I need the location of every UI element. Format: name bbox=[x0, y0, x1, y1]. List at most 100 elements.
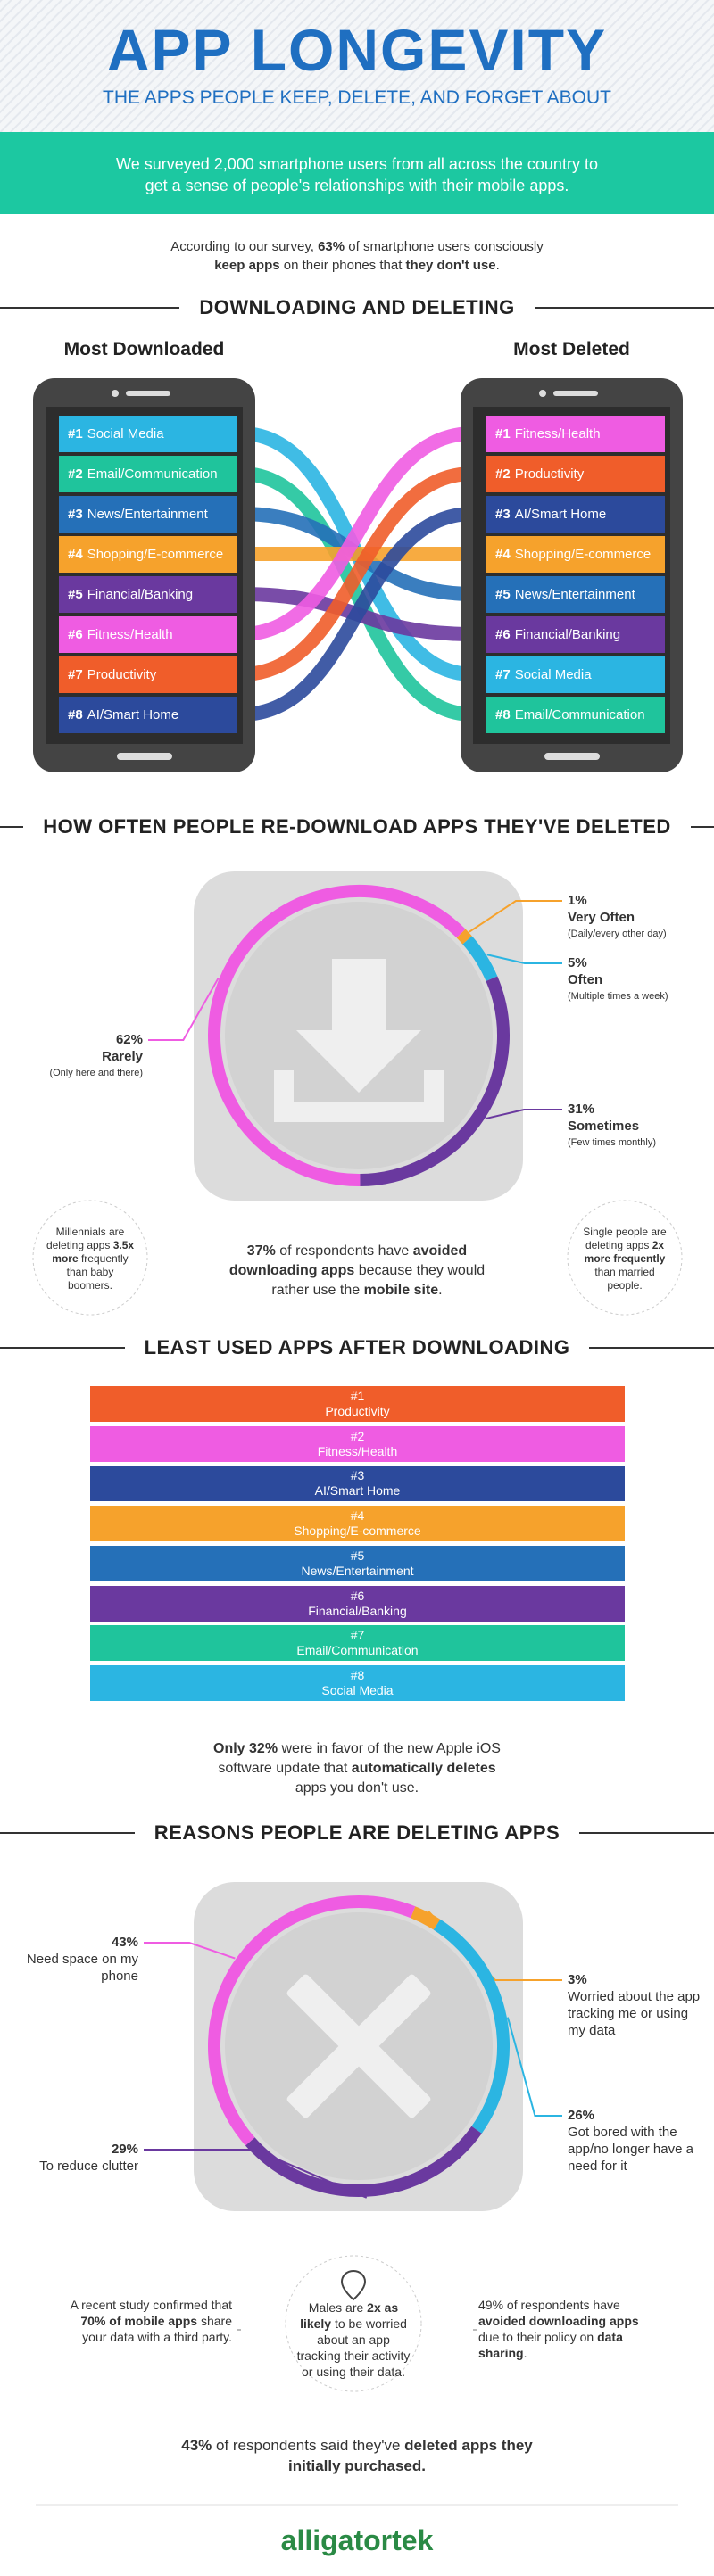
least-used-row: #6 Financial/Banking bbox=[90, 1585, 625, 1622]
item-name: News/Entertainment bbox=[514, 587, 635, 602]
donut-label: 62% Rarely (Only here and there) bbox=[18, 1031, 143, 1082]
row-rank: #3 bbox=[350, 1468, 365, 1483]
text-run: 49% of respondents have bbox=[478, 2298, 620, 2312]
item-name: Social Media bbox=[514, 667, 592, 682]
ribbon bbox=[240, 466, 474, 681]
item-name: Shopping/E-commerce bbox=[514, 547, 652, 562]
item-rank: #1 bbox=[68, 426, 83, 442]
text-run: to be worried about an app tracking thei… bbox=[296, 2316, 411, 2379]
side-note: Single people are deleting apps 2x more … bbox=[578, 1226, 671, 1292]
donut-label: 5% Often (Multiple times a week) bbox=[568, 954, 702, 1005]
note-circle bbox=[32, 1200, 148, 1316]
text-run: A recent study confirmed that bbox=[70, 2298, 232, 2312]
segment-note: (Multiple times a week) bbox=[568, 991, 668, 1002]
ribbon bbox=[240, 426, 474, 641]
item-rank: #7 bbox=[68, 667, 83, 682]
item-rank: #6 bbox=[68, 627, 83, 642]
item-name: Productivity bbox=[87, 667, 157, 682]
ribbon bbox=[240, 507, 474, 722]
ribbon bbox=[240, 466, 474, 722]
title: APP LONGEVITY bbox=[106, 17, 608, 83]
text-run: on their phones that bbox=[279, 258, 406, 273]
list-item: #4 Shopping/E-commerce bbox=[486, 536, 665, 573]
phone-speaker bbox=[126, 391, 170, 396]
item-name: AI/Smart Home bbox=[87, 707, 179, 722]
percent: 29% bbox=[111, 2142, 138, 2157]
segment-label: Very Often bbox=[568, 910, 635, 925]
item-rank: #2 bbox=[495, 466, 511, 482]
bold-run: deleted apps they initially purchased. bbox=[288, 2437, 533, 2474]
text-run: of respondents have bbox=[275, 1243, 413, 1259]
least-used-row: #3 AI/Smart Home bbox=[90, 1466, 625, 1502]
list-item: #4 Shopping/E-commerce bbox=[59, 536, 237, 573]
bold-run: 2x more frequently bbox=[584, 1239, 666, 1265]
item-rank: #2 bbox=[68, 466, 83, 482]
phone-button bbox=[117, 753, 172, 760]
list-item: #5 Financial/Banking bbox=[59, 576, 237, 613]
row-name: News/Entertainment bbox=[301, 1563, 414, 1578]
row-rank: #5 bbox=[350, 1548, 365, 1563]
percent: 26% bbox=[568, 2108, 595, 2123]
item-rank: #5 bbox=[68, 587, 83, 602]
phone-camera bbox=[539, 390, 546, 397]
percent: 1% bbox=[568, 893, 587, 908]
bold-run: avoided downloading apps bbox=[228, 1243, 468, 1278]
section-heading-text: DOWNLOADING AND DELETING bbox=[199, 296, 515, 318]
list-item: #3 News/Entertainment bbox=[59, 496, 237, 533]
item-name: Email/Communication bbox=[87, 466, 218, 482]
row-rank: #6 bbox=[350, 1588, 365, 1603]
item-rank: #1 bbox=[495, 426, 511, 442]
text-run: . bbox=[523, 2346, 527, 2360]
item-name: Shopping/E-commerce bbox=[87, 547, 224, 562]
list-item: #7 Productivity bbox=[59, 656, 237, 693]
item-rank: #7 bbox=[495, 667, 511, 682]
donut-segment bbox=[410, 1906, 441, 1930]
donut-segment bbox=[245, 2126, 482, 2197]
row-rank: #2 bbox=[350, 1428, 365, 1443]
section-heading-text: LEAST USED APPS AFTER DOWNLOADING bbox=[144, 1336, 570, 1358]
bold-run: 70% of mobile apps bbox=[80, 2314, 198, 2328]
caption: Only 32% were in favor of the new Apple … bbox=[205, 1739, 509, 1798]
leader-line bbox=[144, 2149, 368, 2199]
list-item: #5 News/Entertainment bbox=[486, 576, 665, 613]
segment-label: Need space on my phone bbox=[26, 1952, 138, 1984]
segment-note: (Only here and there) bbox=[49, 1068, 143, 1078]
list-item: #8 Email/Communication bbox=[486, 697, 665, 733]
segment-label: Got bored with the app/no longer have a … bbox=[568, 2125, 693, 2174]
section-heading-text: HOW OFTEN PEOPLE RE-DOWNLOAD APPS THEY'V… bbox=[43, 815, 671, 838]
phone-button bbox=[544, 753, 600, 760]
list-title: Most Downloaded bbox=[63, 339, 225, 359]
list-title: Most Deleted bbox=[513, 339, 630, 359]
percent: 5% bbox=[568, 955, 587, 970]
list-item: #7 Social Media bbox=[486, 656, 665, 693]
list-item: #3 AI/Smart Home bbox=[486, 496, 665, 533]
list-item: #6 Financial/Banking bbox=[486, 616, 665, 653]
donut-label: 3% Worried about the app tracking me or u… bbox=[568, 1971, 702, 2039]
leader-line bbox=[506, 2017, 562, 2117]
item-rank: #6 bbox=[495, 627, 511, 642]
percent: 31% bbox=[568, 1102, 595, 1117]
leader-line bbox=[148, 978, 220, 1041]
bold-run: avoided downloading apps bbox=[478, 2314, 639, 2328]
bold-run: 43% bbox=[181, 2437, 212, 2454]
bold-run: mobile site bbox=[363, 1283, 439, 1298]
text-run: were in favor of the new Apple iOS softw… bbox=[218, 1741, 501, 1776]
reason-note: A recent study confirmed that 70% of mob… bbox=[62, 2297, 232, 2345]
item-name: News/Entertainment bbox=[87, 507, 208, 522]
segment-label: Often bbox=[568, 972, 603, 987]
least-used-row: #7 Email/Communication bbox=[90, 1625, 625, 1662]
item-name: Fitness/Health bbox=[514, 426, 601, 442]
banner-background bbox=[0, 132, 714, 214]
phone-speaker bbox=[553, 391, 598, 396]
leader-line bbox=[486, 1109, 562, 1120]
row-name: Financial/Banking bbox=[308, 1603, 407, 1618]
leader-line bbox=[469, 900, 562, 933]
segment-label: Rarely bbox=[102, 1049, 143, 1064]
bold-run: 63% bbox=[318, 239, 345, 254]
text-run: . bbox=[438, 1283, 443, 1298]
item-rank: #4 bbox=[495, 547, 511, 562]
list-item: #6 Fitness/Health bbox=[59, 616, 237, 653]
header-background bbox=[0, 0, 714, 132]
download-tray bbox=[274, 1070, 444, 1122]
